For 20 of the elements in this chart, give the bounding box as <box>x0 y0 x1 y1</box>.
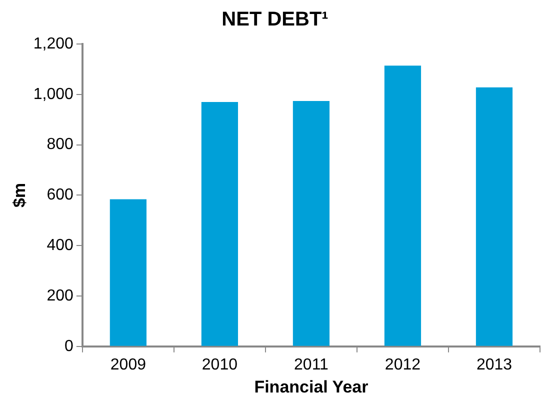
x-tick-label: 2011 <box>294 356 329 374</box>
y-tick-label: 1,000 <box>33 86 74 103</box>
y-axis-title: $m <box>10 182 29 208</box>
y-tick-label: 0 <box>64 338 74 355</box>
bar <box>110 199 146 346</box>
x-tick-label: 2012 <box>384 356 421 374</box>
bar <box>292 100 330 346</box>
x-tick-label: 2010 <box>202 356 238 374</box>
x-tick-label: 2009 <box>110 356 146 374</box>
x-axis-title: Financial Year <box>254 377 369 396</box>
y-tick-label: 800 <box>46 136 74 154</box>
bar <box>201 102 238 346</box>
y-tick-label: 200 <box>46 287 74 304</box>
bar <box>384 66 422 346</box>
y-tick-label: 400 <box>46 237 74 254</box>
x-tick-label: 2013 <box>476 356 512 374</box>
y-tick-label: 1,200 <box>33 35 74 52</box>
chart-title: NET DEBT¹ <box>222 8 329 31</box>
bar <box>476 87 513 346</box>
y-tick-label: 600 <box>46 186 74 204</box>
